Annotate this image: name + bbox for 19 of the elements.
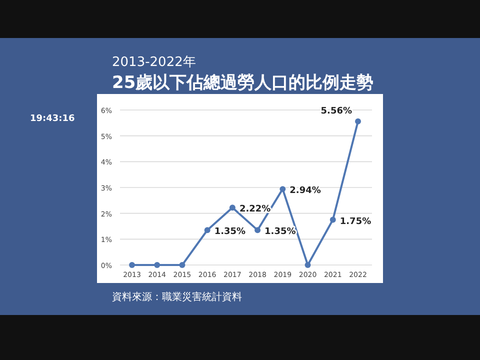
point: [330, 216, 336, 223]
point: [154, 262, 160, 268]
point: [254, 227, 261, 234]
source-note: 資料來源：職業災害統計資料: [112, 291, 242, 303]
point: [204, 227, 210, 234]
data-label: 2.94%: [290, 186, 321, 196]
data-label: 1.35%: [214, 227, 246, 238]
point: [304, 262, 311, 268]
data-label: 1.35%: [264, 227, 296, 238]
point: [129, 262, 135, 268]
chart-subtitle: 2013-2022年: [112, 55, 196, 70]
data-label: 5.56%: [320, 106, 352, 116]
point: [355, 118, 361, 124]
text: 19:43:16: [30, 114, 75, 124]
data-label: 1.75%: [340, 216, 372, 227]
point: [229, 204, 236, 211]
chart-title: 25歲以下佔總過勞人口的比例走勢: [112, 73, 374, 93]
point: [280, 186, 286, 192]
point: [179, 262, 186, 268]
